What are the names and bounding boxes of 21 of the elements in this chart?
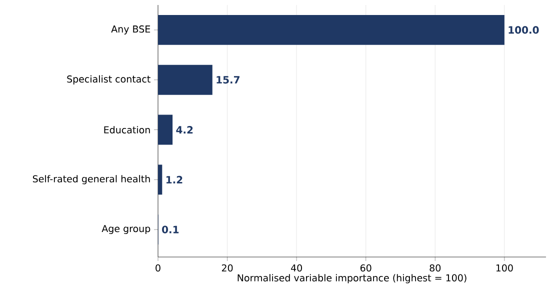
x-tick-label: 80 <box>430 264 441 272</box>
data-label: 4.2 <box>176 126 193 134</box>
y-tick-label: Self-rated general health <box>32 175 150 184</box>
y-tick-label: Age group <box>102 225 150 234</box>
x-axis-title: Normalised variable importance (highest = 100) <box>238 274 466 284</box>
x-tick-label: 0 <box>156 264 160 272</box>
y-tick-label: Specialist contact <box>67 75 150 84</box>
y-tick-label: Education <box>104 126 150 134</box>
data-label: 100.0 <box>508 26 539 34</box>
bar <box>158 164 162 195</box>
data-label: 15.7 <box>216 76 240 84</box>
x-tick-label: 100 <box>496 264 513 272</box>
x-tick-label: 40 <box>290 264 302 272</box>
bar <box>158 114 173 145</box>
data-label: 1.2 <box>166 176 182 184</box>
x-tick-label: 60 <box>360 264 372 272</box>
bar <box>158 14 504 45</box>
bar <box>158 64 212 95</box>
x-tick-label: 20 <box>222 264 233 272</box>
data-label: 0.1 <box>162 226 179 234</box>
y-tick-label: Any BSE <box>111 25 150 34</box>
